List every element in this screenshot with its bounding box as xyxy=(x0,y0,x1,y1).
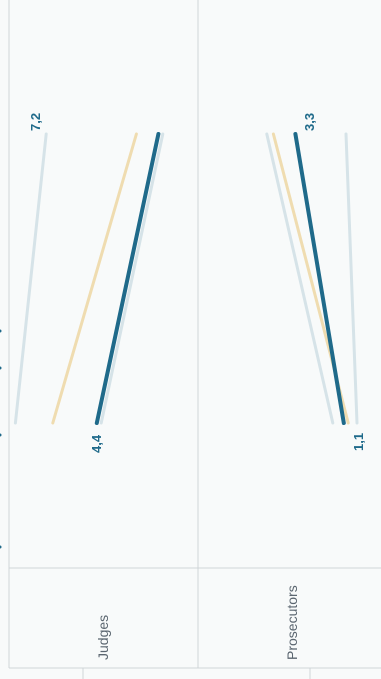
series-3-line-judges xyxy=(13,132,48,425)
series-1-line-prosecutors xyxy=(265,132,335,425)
series-0-line-prosecutors xyxy=(293,132,346,425)
category-label-prosecutors: Prosecutors xyxy=(284,585,300,660)
value-label-prosecutors-start: 1,1 xyxy=(351,433,366,451)
series-0-line-judges xyxy=(94,132,161,425)
series-layer xyxy=(13,132,359,425)
edge-tick-mark xyxy=(0,366,2,370)
category-label-judges: Judges xyxy=(95,615,111,660)
value-label-judges-end: 7,2 xyxy=(28,113,43,131)
edge-tick-mark xyxy=(0,545,2,549)
edge-tick-mark xyxy=(0,329,2,333)
series-1-line-judges xyxy=(99,132,165,425)
value-label-judges-start: 4,4 xyxy=(89,434,104,453)
series-3-line-prosecutors xyxy=(344,132,359,425)
edge-tick-mark xyxy=(0,433,2,437)
series-2-line-judges xyxy=(51,132,138,425)
value-label-prosecutors-end: 3,3 xyxy=(302,113,317,131)
